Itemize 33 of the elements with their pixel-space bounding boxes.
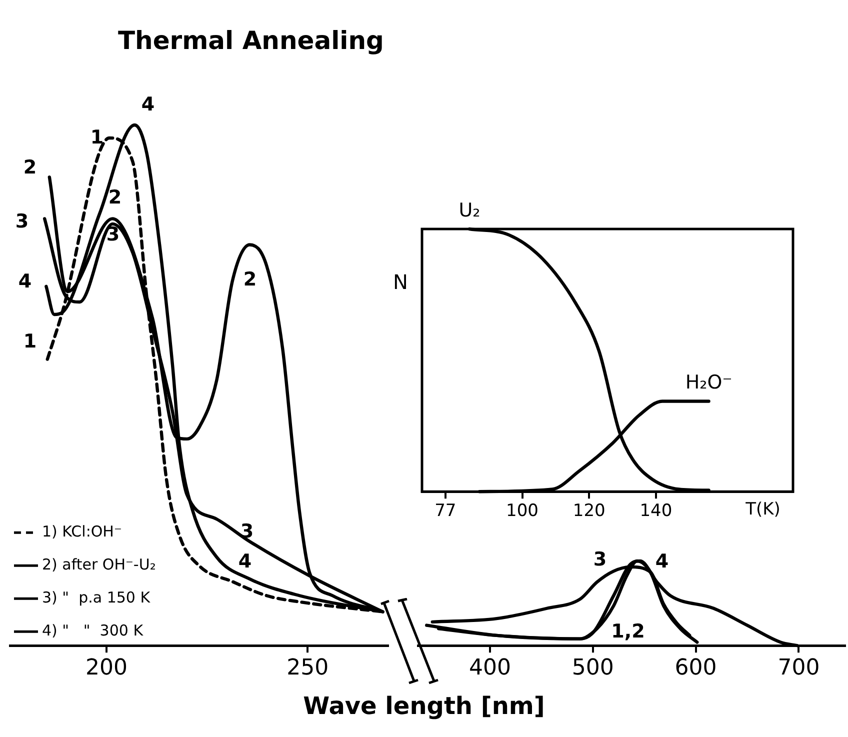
x-tick-label: 400 [469, 656, 512, 681]
x-tick-label: 120 [572, 501, 606, 522]
legend-label: 2) after OH⁻-U₂ [42, 555, 156, 574]
annotation: 3 [106, 223, 120, 246]
annotation: 1 [23, 330, 37, 352]
legend-label: 3) " p.a 150 K [42, 588, 152, 606]
x-axis-title: Wave length [nm] [303, 692, 545, 720]
series-label: U₂ [458, 199, 480, 222]
text: 4 [141, 93, 155, 116]
x-axis-title: T(K) [744, 500, 780, 520]
legend-label: 4) " " 300 K [42, 621, 144, 640]
x-tick-label: 500 [572, 656, 614, 681]
annotation: 2 [23, 156, 37, 178]
annotation: 3 [15, 210, 29, 232]
annotation: 3 [593, 548, 607, 570]
annotation: 1,2 [611, 620, 645, 642]
annotation: 2 [108, 186, 122, 208]
annotation: 4 [18, 270, 32, 292]
x-tick-label: 200 [86, 656, 128, 681]
x-tick-label: 100 [506, 501, 538, 522]
series-label: H₂O⁻ [685, 372, 732, 394]
legend-label: 1) KCl:OH⁻ [42, 522, 122, 540]
y-axis-title: N [393, 270, 408, 294]
annotation: 1 [90, 126, 104, 148]
x-tick-label: 250 [286, 656, 329, 681]
chart-title: Thermal Annealing [118, 26, 384, 55]
annotation: 2 [243, 268, 257, 290]
x-tick-label: 700 [778, 656, 820, 681]
annotation: 4 [655, 550, 669, 572]
annotation: 4 [238, 550, 252, 572]
x-tick-label: 77 [434, 501, 456, 522]
x-tick-label: 140 [640, 501, 672, 522]
x-tick-label: 600 [674, 656, 717, 681]
